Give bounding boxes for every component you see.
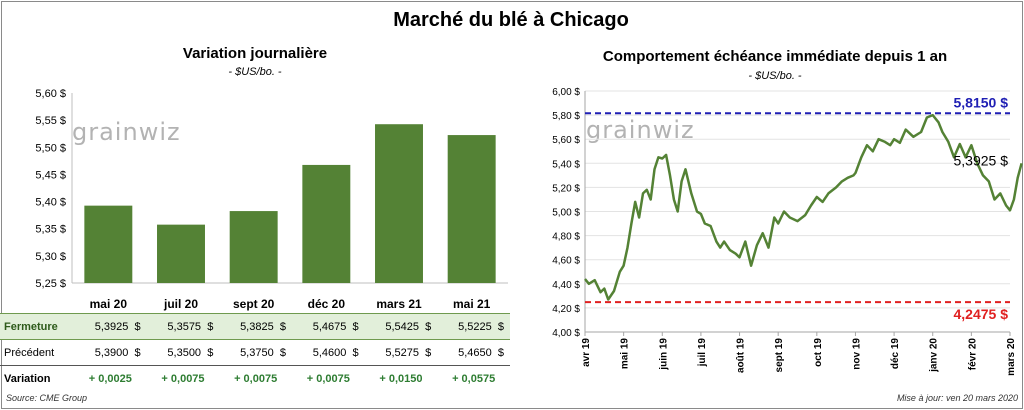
line-y-tick-label: 6,00 $ bbox=[552, 87, 580, 98]
line-x-tick-label: nov 19 bbox=[851, 338, 862, 370]
line-x-tick-label: déc 19 bbox=[890, 338, 901, 370]
line-chart-title: Comportement échéance immédiate depuis 1… bbox=[602, 48, 948, 65]
price-line bbox=[584, 113, 1023, 301]
table-cell: 5,3925 $ bbox=[74, 313, 147, 340]
bar-chart-title: Variation journalière bbox=[182, 45, 328, 62]
line-x-tick-label: févr 20 bbox=[967, 338, 978, 371]
table-cell: + 0,0075 bbox=[234, 372, 278, 385]
line-x-tick-label: avr 19 bbox=[581, 338, 592, 367]
table-cell: 5,3825 $ bbox=[219, 313, 292, 340]
table-row-variation: Variation + 0,0025 + 0,0075 + 0,0075 + 0… bbox=[0, 366, 510, 392]
table-cell: 5,4600 $ bbox=[291, 339, 365, 366]
row-label: Variation bbox=[4, 372, 51, 385]
bar-y-tick-label: 5,30 $ bbox=[35, 251, 66, 263]
line-y-tick-label: 4,60 $ bbox=[552, 256, 580, 267]
table-cell: 5,3575 $ bbox=[146, 313, 220, 340]
table-cell: 5,3900 $ bbox=[74, 339, 147, 366]
table-cell: + 0,0075 bbox=[161, 372, 205, 385]
line-y-tick-label: 5,60 $ bbox=[552, 135, 580, 146]
bar-y-tick-label: 5,55 $ bbox=[35, 115, 66, 127]
line-x-tick-label: mars 20 bbox=[1006, 338, 1017, 376]
bar bbox=[157, 224, 205, 283]
logo-left: grainwiz bbox=[72, 118, 181, 146]
line-x-tick-label: juil 19 bbox=[697, 338, 708, 368]
max-value-label: 5,8150 $ bbox=[954, 94, 1009, 110]
source-note: Source: CME Group bbox=[6, 393, 88, 403]
line-x-tick-label: août 19 bbox=[736, 338, 747, 373]
bar-y-tick-label: 5,25 $ bbox=[35, 278, 66, 290]
bar-y-tick-label: 5,60 $ bbox=[35, 88, 66, 100]
line-y-tick-label: 5,00 $ bbox=[552, 208, 580, 219]
bar-category-label: juil 20 bbox=[163, 297, 198, 311]
price-table: Fermeture 5,3925 $ 5,3575 $ 5,3825 $ 5,4… bbox=[0, 313, 510, 391]
logo-text-grain: grain bbox=[72, 118, 139, 146]
line-x-tick-label: mai 19 bbox=[620, 338, 631, 370]
bar-y-tick-label: 5,45 $ bbox=[35, 169, 66, 181]
table-cell: + 0,0150 bbox=[379, 372, 423, 385]
bar-category-label: mai 21 bbox=[453, 297, 491, 311]
bar-category-label: mars 21 bbox=[376, 297, 422, 311]
line-y-tick-label: 4,80 $ bbox=[552, 232, 580, 243]
bar bbox=[302, 164, 351, 283]
table-cell: 5,4650 $ bbox=[437, 339, 510, 366]
line-y-tick-label: 5,80 $ bbox=[552, 111, 580, 122]
bar-category-label: sept 20 bbox=[233, 297, 275, 311]
bar-chart-subtitle: - $US/bo. - bbox=[228, 66, 282, 78]
bar bbox=[375, 124, 423, 283]
table-cell: 5,4675 $ bbox=[291, 313, 365, 340]
bar-y-tick-label: 5,35 $ bbox=[35, 224, 66, 236]
bar-category-label: mai 20 bbox=[90, 297, 128, 311]
bar bbox=[229, 211, 278, 283]
update-note: Mise à jour: ven 20 mars 2020 bbox=[896, 393, 1018, 403]
bar bbox=[84, 205, 133, 283]
line-x-tick-label: janv 20 bbox=[929, 338, 940, 373]
min-value-label: 4,2475 $ bbox=[954, 306, 1009, 322]
table-row-precedent: Précédent 5,3900 $ 5,3500 $ 5,3750 $ 5,4… bbox=[0, 339, 510, 366]
line-y-tick-label: 4,20 $ bbox=[552, 304, 580, 315]
table-row-fermeture: Fermeture 5,3925 $ 5,3575 $ 5,3825 $ 5,4… bbox=[0, 313, 510, 340]
line-x-tick-label: juin 19 bbox=[658, 338, 669, 371]
table-cell: 5,5225 $ bbox=[437, 313, 510, 340]
line-x-tick-label: sept 19 bbox=[774, 338, 785, 373]
line-y-tick-label: 4,00 $ bbox=[552, 328, 580, 339]
table-cell: + 0,0075 bbox=[306, 372, 350, 385]
row-label: Fermeture bbox=[0, 313, 74, 340]
table-cell: + 0,0575 bbox=[452, 372, 496, 385]
last-value-label: 5,3925 $ bbox=[954, 152, 1009, 168]
bar-category-label: déc 20 bbox=[308, 297, 346, 311]
line-y-tick-label: 5,20 $ bbox=[552, 183, 580, 194]
logo-text-wiz: wiz bbox=[138, 118, 181, 146]
table-cell: + 0,0025 bbox=[88, 372, 132, 385]
table-cell: 5,5275 $ bbox=[364, 339, 438, 366]
bar-y-tick-label: 5,50 $ bbox=[35, 142, 66, 154]
row-label: Précédent bbox=[0, 339, 74, 366]
table-cell: 5,5425 $ bbox=[364, 313, 438, 340]
main-title: Marché du blé à Chicago bbox=[393, 9, 629, 31]
table-cell: 5,3750 $ bbox=[219, 339, 292, 366]
bar-y-tick-label: 5,40 $ bbox=[35, 197, 66, 209]
line-y-tick-label: 4,40 $ bbox=[552, 280, 580, 291]
bar bbox=[447, 135, 496, 283]
line-y-tick-label: 5,40 $ bbox=[552, 159, 580, 170]
line-x-tick-label: oct 19 bbox=[813, 338, 824, 367]
table-cell: 5,3500 $ bbox=[146, 339, 220, 366]
line-chart-subtitle: - $US/bo. - bbox=[748, 70, 802, 82]
